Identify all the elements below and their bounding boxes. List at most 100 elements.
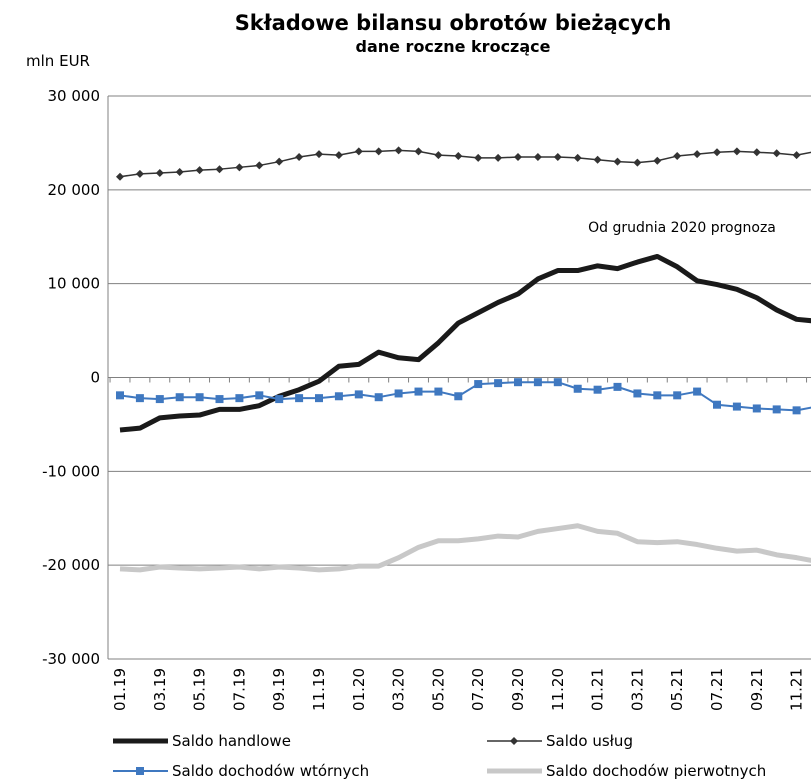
point [295, 152, 304, 161]
point [653, 391, 662, 400]
series-line [119, 253, 811, 433]
point [792, 151, 801, 160]
x-tick-label: 03.20 [390, 668, 408, 711]
x-tick-label: 03.21 [628, 668, 646, 711]
x-tick-label: 11.20 [549, 668, 567, 711]
point [434, 387, 443, 396]
y-tick-label: 10 000 [48, 275, 101, 293]
point [255, 391, 264, 400]
point [116, 391, 124, 400]
point [195, 166, 204, 175]
point [354, 147, 363, 156]
x-tick-label: 03.19 [151, 668, 169, 711]
x-tick-label: 01.19 [111, 668, 129, 711]
legend-marker [136, 767, 144, 775]
x-tick-label: 11.21 [788, 668, 806, 711]
point [772, 405, 781, 414]
x-tick-label: 11.19 [310, 668, 328, 711]
point [514, 378, 522, 387]
x-tick-label: 09.21 [748, 668, 766, 711]
point [215, 165, 224, 174]
point [334, 151, 343, 160]
point [792, 406, 801, 415]
point [454, 152, 463, 161]
x-tick-label: 07.21 [708, 668, 726, 711]
point [155, 395, 164, 404]
legend-label: Saldo dochodów pierwotnych [546, 762, 766, 780]
chart-title: Składowe bilansu obrotów bieżących [235, 11, 672, 35]
point [255, 161, 264, 170]
y-tick-label: 30 000 [48, 87, 101, 105]
point [295, 394, 304, 403]
annotation: Od grudnia 2020 prognoza [588, 220, 776, 236]
point [573, 384, 582, 393]
point [235, 394, 244, 403]
x-tick-label: 05.20 [429, 668, 447, 711]
point [135, 394, 144, 403]
x-tick-label: 09.19 [270, 668, 288, 711]
point [414, 147, 423, 156]
point [315, 394, 323, 403]
point [235, 163, 244, 172]
x-tick-label: 05.21 [668, 668, 686, 711]
y-tick-label: -30 000 [42, 650, 100, 668]
legend-label: Saldo handlowe [172, 732, 291, 750]
point [713, 148, 721, 157]
series-line [119, 149, 811, 178]
point [673, 152, 682, 161]
point [116, 172, 124, 181]
point [752, 404, 761, 413]
point [394, 389, 403, 398]
x-tick-label: 05.19 [191, 668, 209, 711]
point [514, 152, 522, 161]
point [633, 389, 642, 398]
point [613, 382, 622, 391]
point [354, 390, 363, 399]
point [613, 157, 622, 166]
point [135, 169, 144, 178]
point [374, 393, 383, 402]
y-tick-label: 0 [90, 369, 100, 387]
point [474, 153, 483, 162]
point [155, 168, 164, 177]
point [673, 391, 682, 400]
point [175, 393, 184, 402]
point [573, 153, 582, 162]
point [414, 387, 423, 396]
point [732, 402, 741, 411]
x-tick-label: 07.19 [230, 668, 248, 711]
point [593, 155, 602, 164]
point [215, 395, 224, 404]
series-line [119, 523, 811, 573]
chart-subtitle: dane roczne kroczące [355, 37, 550, 56]
y-axis-label: mln EUR [26, 52, 90, 70]
x-tick-label: 01.21 [589, 668, 607, 711]
point [315, 150, 323, 159]
point [434, 151, 443, 160]
point [693, 150, 702, 159]
x-tick-label: 01.20 [350, 668, 368, 711]
y-tick-label: -10 000 [42, 462, 100, 480]
point [593, 385, 602, 394]
legend-marker [510, 737, 518, 745]
point [772, 149, 781, 158]
point [553, 152, 562, 161]
y-tick-label: 20 000 [48, 181, 101, 199]
point [693, 387, 702, 396]
y-tick-label: -20 000 [42, 556, 100, 574]
point [713, 400, 721, 409]
point [454, 392, 463, 401]
point [494, 153, 503, 162]
point [275, 157, 284, 166]
point [633, 158, 642, 167]
point [494, 379, 503, 388]
point [533, 152, 542, 161]
point [374, 147, 383, 156]
point [275, 395, 284, 404]
point [195, 393, 204, 402]
point [732, 147, 741, 156]
legend-label: Saldo dochodów wtórnych [172, 762, 369, 780]
legend-label: Saldo usług [546, 732, 633, 750]
point [394, 146, 403, 155]
point [533, 378, 542, 387]
